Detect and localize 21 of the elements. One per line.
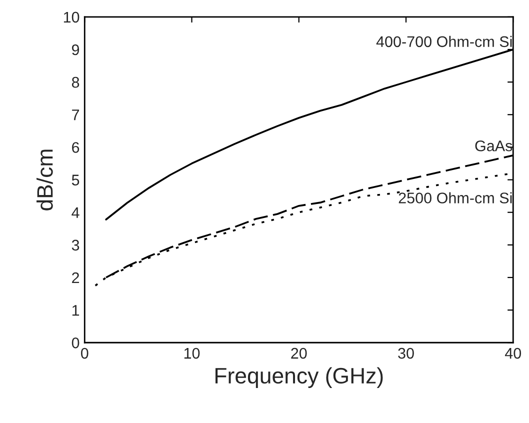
- y-tick-label: 6: [72, 142, 80, 153]
- y-axis-title: dB/cm: [36, 150, 53, 210]
- y-tick-label: 1: [72, 305, 80, 316]
- x-tick-label: 40: [504, 348, 522, 359]
- y-tick-label: 2: [72, 272, 80, 284]
- y-tick-label: 5: [72, 174, 80, 186]
- x-tick-label: 20: [291, 348, 307, 359]
- y-tick-label: 3: [72, 240, 80, 251]
- x-axis-title: Frequency (GHz): [216, 367, 383, 388]
- annotation: 400-700 Ohm-cm Si: [376, 36, 512, 48]
- y-tick-label: 0: [72, 338, 80, 348]
- annotation: GaAs: [475, 140, 512, 152]
- y-tick-label: 9: [72, 44, 80, 56]
- x-tick-label: 10: [184, 348, 200, 359]
- y-tick-label: 4: [72, 207, 80, 218]
- y-tick-label: 10: [64, 12, 80, 23]
- y-tick-label: 7: [72, 110, 80, 120]
- annotation: 2500 Ohm-cm Si: [398, 192, 512, 204]
- x-tick-label: 0: [80, 348, 88, 359]
- y-tick-label: 8: [72, 76, 80, 88]
- x-tick-label: 30: [398, 348, 414, 359]
